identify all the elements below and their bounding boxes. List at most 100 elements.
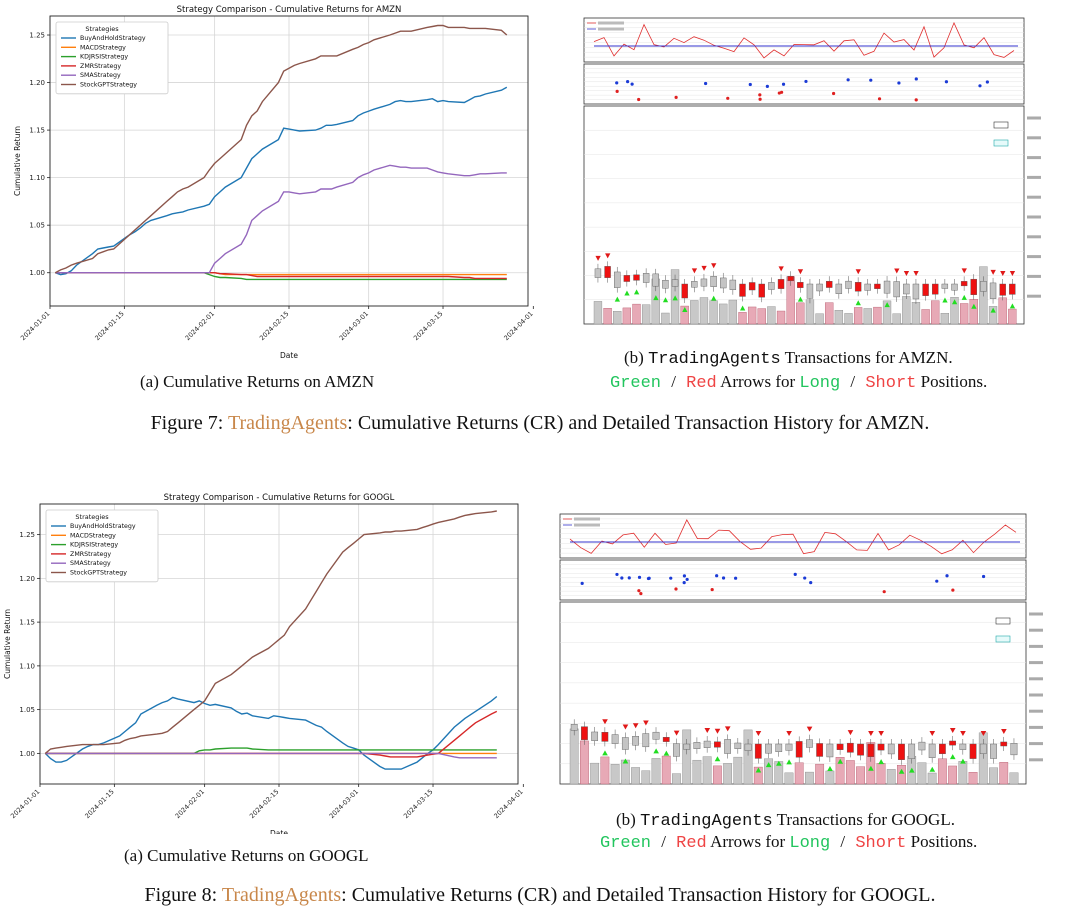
tx-sell-arrow [868, 731, 874, 736]
legend-title: Strategies [75, 513, 109, 521]
tx-trade-dot [758, 97, 762, 101]
tx-volume-bar [968, 772, 978, 785]
tx-volume-bar [844, 313, 853, 325]
tx-candle [739, 283, 746, 297]
series-line-BuyAndHoldStrategy [44, 695, 498, 770]
tx-trade-dot [985, 80, 989, 84]
tx-volume-bar [699, 297, 709, 325]
tx-buy-arrow [971, 303, 977, 309]
tx-buy-arrow [672, 295, 678, 301]
tx-sell-arrow [691, 268, 698, 274]
tx-volume-bar [764, 758, 773, 785]
tx-candle [744, 743, 752, 751]
tx-candle [652, 731, 660, 740]
tx-buy-arrow [1009, 303, 1016, 309]
series-line-StockGPTStrategy [44, 510, 497, 754]
series-line-BuyAndHoldStrategy [55, 86, 508, 276]
tx-candle [621, 737, 629, 750]
y-tick-label: 1.20 [19, 575, 35, 583]
tx-trade-dot [944, 80, 949, 84]
tx-trade-dot [580, 581, 584, 585]
tx-volume-bar [876, 763, 886, 785]
tx-candle [806, 739, 813, 748]
x-tick-label: 2024-02-15 [248, 788, 280, 820]
tx-sell-arrow [595, 255, 601, 261]
tx-legend-text [574, 517, 600, 521]
y-tick-label: 1.15 [19, 619, 35, 627]
tx-buy-arrow [663, 750, 670, 756]
tx-candle [928, 743, 936, 758]
tx-candle [703, 740, 711, 748]
tx-volume-bar [834, 310, 844, 325]
figure7-caption: Figure 7: TradingAgents: Cumulative Retu… [150, 412, 930, 434]
tx-trade-dot [710, 587, 714, 592]
tx-buy-arrow [878, 759, 884, 765]
tx-candle [691, 281, 698, 288]
tx-volume-bar [917, 762, 927, 785]
tx-volume-bar [613, 311, 622, 325]
tx-trade-dot [748, 82, 752, 87]
series-line-SMAStrategy [45, 752, 497, 759]
tx-axis-tick [1027, 136, 1041, 140]
tx-candle [864, 283, 871, 291]
y-axis-label: Cumulative Return [3, 609, 12, 679]
tx-candle [795, 741, 803, 758]
x-tick-label: 2024-03-15 [412, 310, 444, 342]
tx-candle [918, 741, 926, 751]
tx-volume-bar [753, 766, 763, 785]
tx-trade-dot [777, 91, 781, 95]
tx-candle [989, 282, 997, 299]
tx-volume-bar [776, 310, 786, 325]
tx-sell-arrow [643, 720, 649, 726]
tx-volume-bar [733, 756, 743, 785]
tx-buy-arrow [797, 296, 804, 302]
tx-candle [893, 281, 900, 298]
tx-buy-arrow [786, 759, 792, 765]
x-tick-label: 2024-02-15 [258, 310, 290, 342]
tx-subpanel-2 [559, 601, 1027, 785]
tx-volume-bar [815, 763, 825, 785]
tx-buy-arrow [837, 758, 844, 764]
amzn-cumulative-returns-chart: 1.00 1.05 1.10 1.15 1.20 1.25 2024-01-01 2024-0… [13, 5, 535, 360]
tx-candle [903, 283, 910, 295]
tx-volume-bar [1009, 772, 1019, 785]
tx-candle [662, 279, 669, 289]
tx-sell-arrow [622, 724, 629, 730]
tx-axis-tick [1029, 644, 1043, 648]
tx-buy-arrow [765, 762, 772, 768]
tx-axis-tick [1027, 156, 1041, 160]
x-tick-label: 2024-04-01 [492, 788, 524, 820]
x-tick-label: 2024-04-01 [502, 310, 534, 342]
tx-volume-bar [825, 302, 834, 325]
tx-volume-bar [661, 312, 670, 325]
tx-trade-dot [685, 577, 689, 582]
y-axis-label: Cumulative Return [13, 126, 22, 196]
tx-candle [949, 740, 956, 746]
tx-candle [714, 741, 721, 748]
tx-buy-arrow [827, 765, 833, 771]
tx-trade-dot [832, 91, 836, 96]
tx-sell-arrow [1000, 271, 1006, 276]
tx-candle [898, 743, 905, 760]
tx-candle [758, 283, 765, 298]
tx-volume-bar [950, 297, 959, 325]
tx-volume-bar [835, 757, 845, 785]
y-tick-label: 1.05 [19, 706, 35, 714]
tx-candle [980, 281, 987, 292]
tx-volume-bar [682, 729, 692, 785]
tx-trade-dot [704, 81, 708, 86]
tx-volume-bar [998, 297, 1007, 325]
tx-volume-bar [882, 300, 892, 325]
tx-candle [846, 742, 854, 753]
tx-trade-dot [846, 78, 850, 82]
legend-title: Strategies [85, 25, 119, 33]
y-tick-label: 1.00 [19, 750, 35, 758]
tx-trade-dot [765, 84, 769, 88]
tx-trade-dot [627, 576, 631, 580]
tx-volume-bar [632, 303, 641, 325]
tx-candle [710, 276, 717, 287]
x-tick-label: 2024-03-01 [338, 310, 370, 342]
tx-trade-dot [637, 575, 642, 579]
tx-buy-arrow [622, 758, 629, 764]
y-tick-label: 1.20 [29, 79, 45, 87]
